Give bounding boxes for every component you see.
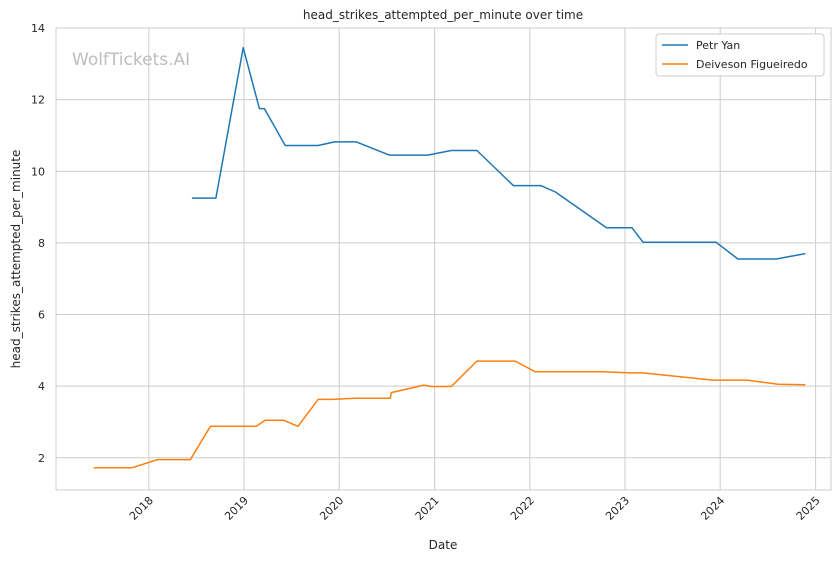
- y-tick-label: 10: [31, 165, 45, 178]
- y-tick-label: 8: [38, 237, 45, 250]
- legend: Petr Yan Deiveson Figueiredo: [655, 33, 825, 77]
- y-tick-label: 6: [38, 309, 45, 322]
- legend-box: [655, 33, 825, 77]
- chart-title: head_strikes_attempted_per_minute over t…: [303, 8, 583, 22]
- watermark: WolfTickets.AI: [72, 50, 190, 70]
- plot-frame: [55, 27, 832, 491]
- series-line-deiveson-figueiredo: [93, 360, 806, 469]
- y-axis-title: head_strikes_attempted_per_minute: [9, 150, 23, 369]
- y-axis: 2 4 6 8 10 12 14: [31, 22, 45, 465]
- y-tick-label: 4: [38, 380, 45, 393]
- y-tick-label: 2: [38, 452, 45, 465]
- x-axis-title: Date: [429, 538, 458, 552]
- series-line-petr-yan: [191, 46, 806, 260]
- y-tick-label: 12: [31, 94, 45, 107]
- plot-area: [56, 28, 831, 490]
- series-lines: [93, 46, 806, 469]
- y-tick-label: 14: [31, 22, 45, 35]
- legend-label-deiveson-figueiredo: Deiveson Figueiredo: [696, 58, 808, 71]
- legend-label-petr-yan: Petr Yan: [696, 39, 740, 52]
